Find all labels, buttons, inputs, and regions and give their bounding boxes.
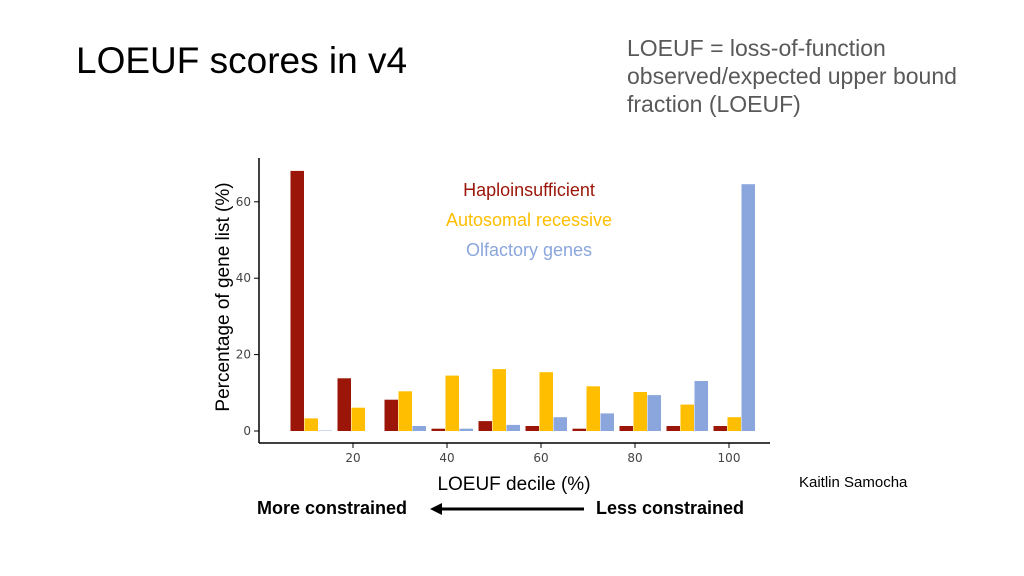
- y-axis-title: Percentage of gene list (%): [213, 182, 234, 411]
- slide-title: LOEUF scores in v4: [76, 40, 408, 81]
- bar-olfactory-genes-70: [600, 413, 614, 431]
- bar-haploinsufficient-70: [572, 428, 586, 431]
- loeuf-definition: LOEUF = loss-of-function observed/expect…: [627, 35, 957, 117]
- bar-autosomal-recessive-20: [351, 407, 365, 431]
- chart-bars: [290, 170, 755, 431]
- bar-autosomal-recessive-90: [680, 404, 694, 431]
- bar-autosomal-recessive-70: [586, 386, 600, 431]
- chart-legend: Haploinsufficient Autosomal recessive Olfa…: [446, 180, 612, 260]
- x-tick-label-100: 100: [718, 451, 741, 465]
- bar-autosomal-recessive-80: [633, 392, 647, 431]
- x-tick-label-40: 40: [439, 451, 454, 465]
- bar-autosomal-recessive-10: [304, 418, 318, 431]
- bar-olfactory-genes-30: [412, 426, 426, 431]
- author-credit: Kaitlin Samocha: [799, 474, 908, 491]
- bar-haploinsufficient-100: [713, 426, 727, 431]
- bar-autosomal-recessive-30: [398, 391, 412, 431]
- bar-haploinsufficient-30: [384, 399, 398, 431]
- less-constrained-label: Less constrained: [596, 498, 745, 518]
- legend-item-haploinsufficient: Haploinsufficient: [463, 180, 595, 200]
- more-constrained-label: More constrained: [257, 498, 408, 518]
- bar-haploinsufficient-20: [337, 378, 351, 431]
- x-axis-title: LOEUF decile (%): [437, 474, 590, 495]
- bar-haploinsufficient-50: [478, 421, 492, 431]
- bar-haploinsufficient-10: [290, 170, 304, 431]
- bar-haploinsufficient-40: [431, 428, 445, 431]
- y-tick-label-60: 60: [236, 195, 251, 209]
- direction-arrow-icon: [430, 503, 584, 515]
- bar-autosomal-recessive-60: [539, 372, 553, 431]
- axis-ticks: 20 40 60 80 100 0 20 40 60: [236, 195, 741, 465]
- y-tick-label-40: 40: [236, 271, 251, 285]
- bar-olfactory-genes-90: [694, 381, 708, 431]
- x-tick-label-80: 80: [627, 451, 642, 465]
- bar-olfactory-genes-80: [647, 395, 661, 431]
- legend-item-autosomal-recessive: Autosomal recessive: [446, 210, 612, 230]
- bar-autosomal-recessive-100: [727, 417, 741, 431]
- bar-haploinsufficient-90: [666, 426, 680, 431]
- legend-item-olfactory-genes: Olfactory genes: [466, 240, 592, 260]
- bar-olfactory-genes-50: [506, 424, 520, 431]
- bar-olfactory-genes-40: [459, 428, 473, 431]
- bar-autosomal-recessive-40: [445, 375, 459, 431]
- bar-autosomal-recessive-50: [492, 369, 506, 431]
- x-tick-label-60: 60: [533, 451, 548, 465]
- y-tick-label-0: 0: [243, 424, 251, 438]
- y-tick-label-20: 20: [236, 348, 251, 362]
- x-tick-label-20: 20: [345, 451, 360, 465]
- bar-olfactory-genes-100: [741, 184, 755, 431]
- bar-haploinsufficient-60: [525, 426, 539, 431]
- bar-olfactory-genes-60: [553, 417, 567, 431]
- bar-haploinsufficient-80: [619, 426, 633, 431]
